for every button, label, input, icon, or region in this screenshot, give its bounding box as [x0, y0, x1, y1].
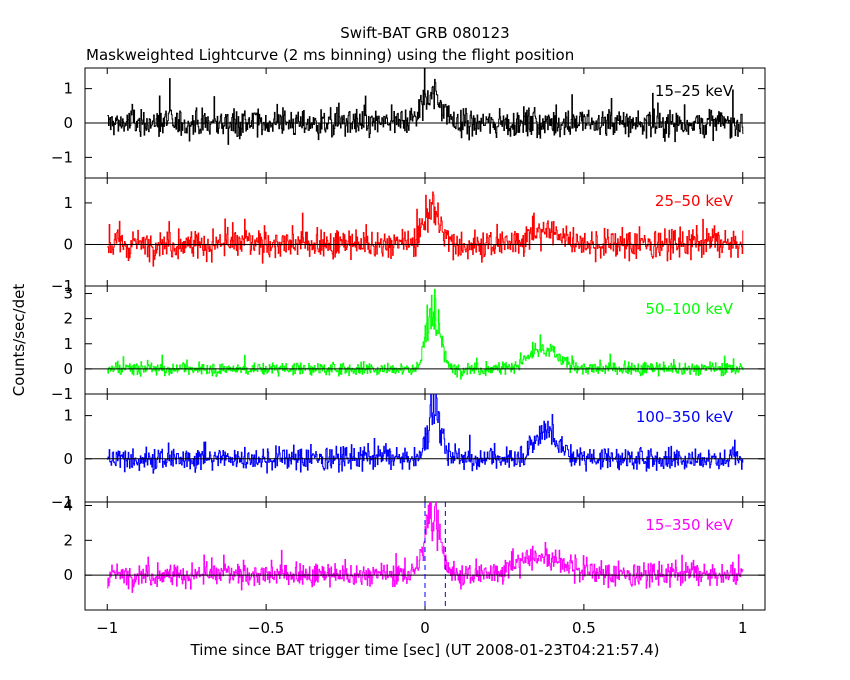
y-tick-label: −1: [51, 385, 73, 403]
y-tick-label: 0: [63, 235, 73, 253]
panel-3: −1 0 1 2 3 50–100 keV: [51, 285, 766, 403]
y-tick-label: 1: [63, 194, 73, 212]
y-tick-label: −1: [51, 277, 73, 295]
x-tick-label: 0.5: [572, 619, 596, 637]
y-tick-label: −1: [51, 148, 73, 166]
band-label: 15–350 keV: [645, 516, 733, 534]
band-label: 15–25 keV: [655, 82, 734, 100]
x-tick-label: 1: [738, 619, 748, 637]
y-tick-label: −1: [51, 493, 73, 511]
x-tick-label: 0: [420, 619, 430, 637]
x-tick-label: −0.5: [248, 619, 284, 637]
lightcurve-series: [107, 191, 744, 267]
x-axis-label: Time since BAT trigger time [sec] (UT 20…: [190, 641, 660, 659]
panel-2: −1 0 1 25–50 keV: [51, 177, 766, 295]
y-tick-label: 2: [63, 531, 73, 549]
y-tick-label: 1: [63, 80, 73, 98]
y-axis-label: Counts/sec/det: [10, 284, 28, 397]
lightcurve-series: [107, 68, 744, 145]
y-tick-label: 1: [63, 335, 73, 353]
y-tick-label: 0: [63, 114, 73, 132]
panel-1: −1 0 1 15–25 keV: [51, 67, 766, 179]
panel-5: 0 2 4 15–350 keV: [63, 496, 766, 611]
y-tick-label: 1: [63, 407, 73, 425]
chart-subtitle: Maskweighted Lightcurve (2 ms binning) u…: [86, 46, 574, 64]
lightcurve-series: [107, 288, 744, 380]
lightcurve-series: [107, 394, 744, 474]
y-tick-label: 2: [63, 310, 73, 328]
x-axis: −1 −0.5 0 0.5 1: [96, 619, 747, 637]
band-label: 25–50 keV: [655, 192, 734, 210]
y-tick-label: 4: [63, 496, 73, 514]
band-label: 100–350 keV: [636, 408, 734, 426]
chart-title: Swift-BAT GRB 080123: [340, 24, 509, 42]
y-tick-label: 0: [63, 566, 73, 584]
y-tick-label: 0: [63, 450, 73, 468]
y-tick-label: 0: [63, 360, 73, 378]
panel-stack: −1 0 1 15–25 keV −1 0 1 25–50 keV −1 0 1 2 3 50–100 k…: [51, 67, 766, 611]
band-label: 50–100 keV: [645, 300, 733, 318]
x-tick-label: −1: [96, 619, 118, 637]
y-tick-label: 3: [63, 285, 73, 303]
panel-4: −1 0 1 100–350 keV: [51, 393, 766, 511]
